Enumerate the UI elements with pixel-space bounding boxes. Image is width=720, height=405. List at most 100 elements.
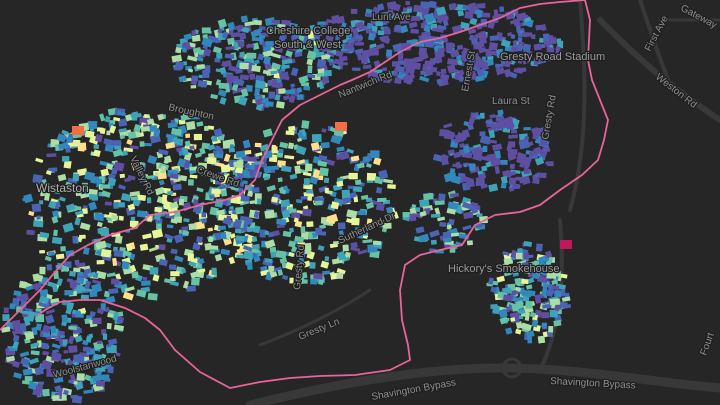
building-footprint: [94, 212, 105, 222]
building-footprint: [125, 243, 133, 252]
building-footprint: [268, 265, 275, 272]
building-footprint: [167, 122, 178, 129]
building-footprint: [67, 379, 75, 385]
building-footprint: [511, 129, 518, 134]
building-footprint: [209, 206, 219, 216]
building-footprint: [72, 173, 80, 182]
building-footprint: [28, 381, 38, 391]
building-footprint: [378, 169, 389, 180]
building-footprint: [366, 218, 373, 227]
building-footprint: [430, 213, 441, 218]
building-footprint: [72, 235, 77, 244]
road-shavington-bypass: [245, 363, 720, 405]
building-footprint: [146, 118, 155, 125]
building-footprint: [173, 137, 184, 146]
building-footprint: [301, 27, 309, 35]
building-footprint: [109, 125, 117, 134]
building-footprint: [459, 143, 465, 148]
building-footprint: [448, 218, 455, 226]
building-footprint: [22, 196, 30, 202]
building-footprint: [462, 47, 471, 55]
building-footprint: [189, 174, 198, 179]
building-footprint: [100, 184, 110, 189]
building-footprint: [39, 289, 49, 298]
building-footprint: [420, 1, 431, 9]
building-footprint: [276, 224, 285, 229]
building-footprint: [67, 359, 74, 366]
building-footprint: [245, 217, 254, 226]
building-footprint: [382, 75, 391, 84]
building-footprint: [99, 113, 106, 122]
building-footprint: [77, 142, 87, 151]
building-footprint: [521, 261, 530, 270]
building-footprint: [64, 290, 74, 296]
building-footprint: [251, 248, 260, 253]
building-footprint: [91, 279, 102, 285]
building-footprint: [87, 188, 98, 195]
building-footprint: [372, 240, 382, 246]
building-footprint: [422, 63, 430, 72]
building-footprint: [312, 232, 318, 238]
building-footprint: [316, 72, 324, 77]
building-footprint: [500, 175, 508, 184]
building-footprint: [101, 329, 107, 336]
building-footprint: [190, 85, 197, 89]
building-footprint: [495, 120, 506, 130]
building-footprint: [306, 221, 314, 227]
building-footprint: [88, 201, 98, 211]
building-footprint: [46, 264, 53, 271]
building-footprint: [555, 45, 561, 52]
building-footprint: [172, 196, 181, 204]
building-footprint: [114, 235, 123, 244]
label-gresty-road-stadium: Gresty Road Stadium: [500, 51, 605, 63]
building-footprint: [541, 312, 550, 319]
building-footprint: [279, 189, 287, 195]
building-footprint: [402, 211, 411, 218]
building-footprint: [282, 230, 292, 238]
building-footprint: [263, 56, 271, 65]
building-footprint: [354, 23, 366, 30]
building-footprint: [522, 32, 533, 37]
building-footprint: [56, 278, 63, 287]
building-footprint: [443, 238, 452, 243]
building-footprint: [403, 75, 414, 83]
building-footprint: [376, 43, 385, 50]
building-footprint: [303, 86, 311, 91]
building-footprint: [228, 65, 239, 73]
building-footprint: [66, 136, 73, 144]
building-footprint: [254, 79, 266, 90]
building-footprint: [367, 71, 378, 79]
building-footprint: [169, 173, 179, 180]
building-footprint: [81, 208, 88, 214]
building-footprint: [69, 373, 76, 382]
building-footprint: [312, 169, 321, 179]
building-footprint: [507, 32, 513, 37]
building-footprint: [193, 133, 203, 141]
building-footprint: [28, 210, 35, 217]
building-footprint: [158, 244, 166, 250]
building-footprint: [68, 325, 77, 330]
building-footprint: [525, 301, 533, 309]
building-footprint: [211, 267, 217, 276]
building-footprint: [502, 294, 514, 302]
building-footprint: [176, 147, 182, 153]
building-footprint: [540, 137, 547, 146]
building-footprint: [354, 179, 362, 186]
building-footprint: [213, 128, 223, 138]
building-footprint: [515, 328, 522, 335]
building-footprint: [542, 303, 552, 309]
building-footprint: [319, 39, 329, 46]
building-footprint: [101, 190, 111, 198]
building-footprint: [305, 44, 311, 50]
building-footprint: [247, 43, 255, 49]
building-footprint: [178, 198, 185, 206]
building-footprint: [246, 52, 257, 59]
building-footprint: [124, 113, 133, 122]
building-footprint: [167, 137, 174, 144]
building-footprint: [467, 70, 474, 77]
building-footprint: [243, 169, 249, 176]
building-footprint: [318, 277, 325, 285]
building-footprint: [164, 278, 171, 284]
building-footprint: [467, 28, 477, 35]
